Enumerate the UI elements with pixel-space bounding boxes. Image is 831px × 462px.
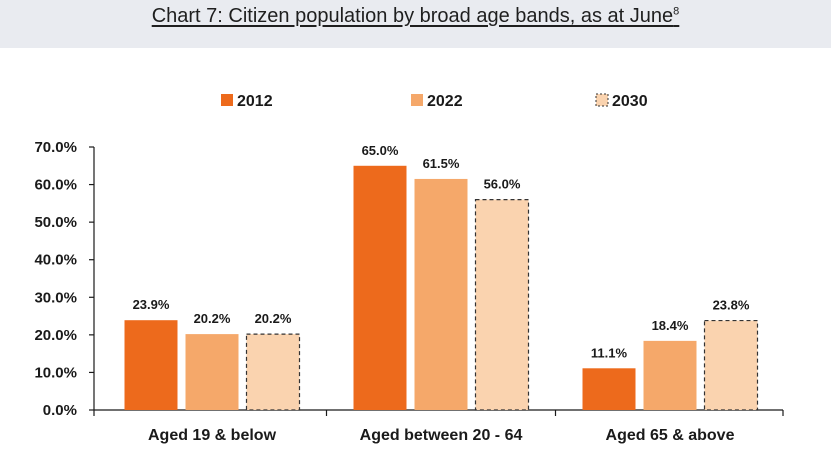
y-tick-label: 20.0% [34,327,77,344]
chart-title-text: Chart 7: Citizen population by broad age… [151,5,674,27]
legend-label-2012: 2012 [237,93,273,110]
bar-2022-3 [643,340,697,410]
title-band [0,0,831,48]
data-label: 18.4% [652,318,689,333]
x-category-label: Aged 19 & below [148,427,277,444]
y-tick-label: 0.0% [43,402,77,419]
data-label: 20.2% [194,311,231,326]
bar-2030-2 [474,199,530,411]
y-tick-label: 40.0% [34,252,77,269]
data-label: 56.0% [484,177,521,192]
legend-swatch-2012 [221,94,233,106]
data-label: 65.0% [362,143,399,158]
bar-2022-1 [185,334,239,410]
legend-swatch-2022 [411,94,423,106]
chart-title: Chart 7: Citizen population by broad age… [0,5,831,28]
data-label: 11.1% [591,345,628,360]
data-label: 61.5% [423,156,460,171]
y-tick-label: 10.0% [34,364,77,381]
y-tick-label: 50.0% [34,214,77,231]
bar-2012-1 [124,320,178,410]
y-tick-label: 70.0% [34,139,77,156]
bar-2012-3 [582,368,636,410]
data-label: 20.2% [255,311,292,326]
y-tick-label: 30.0% [34,289,77,306]
legend-label-2030: 2030 [612,93,648,110]
bar-2030-3 [703,319,759,411]
legend-swatch-2030 [595,93,609,107]
x-category-label: Aged 65 & above [606,427,735,444]
chart-title-footnote: 8 [673,5,680,18]
bar-2022-2 [414,178,468,410]
data-label: 23.8% [713,298,750,313]
bar-2030-1 [245,333,301,411]
x-category-label: Aged between 20 - 64 [360,427,523,444]
y-tick-label: 60.0% [34,177,77,194]
data-label: 23.9% [133,297,170,312]
legend-label-2022: 2022 [427,93,463,110]
bar-2012-2 [353,165,407,410]
